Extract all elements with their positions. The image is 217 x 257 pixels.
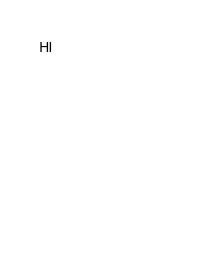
Text: HI: HI: [39, 41, 53, 55]
